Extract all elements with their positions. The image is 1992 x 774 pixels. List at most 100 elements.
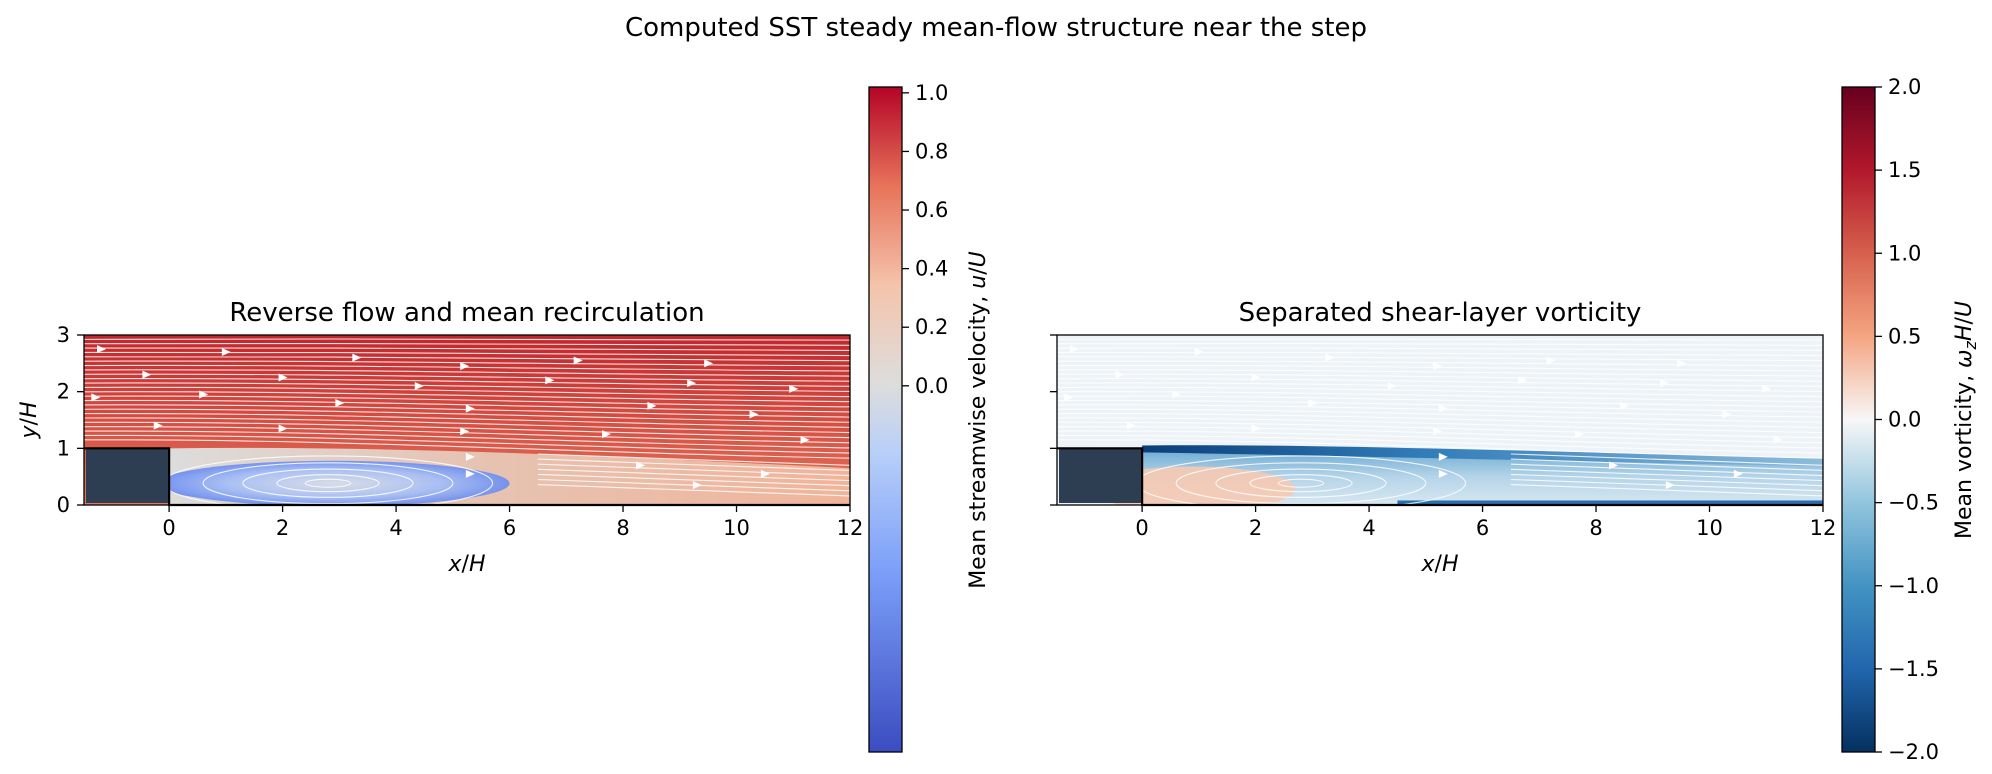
recirculation-loop	[1249, 474, 1353, 493]
streamline	[1510, 458, 1823, 471]
x-tick-label: 10	[1696, 516, 1723, 540]
streamline	[84, 421, 850, 439]
streamline	[1510, 463, 1823, 477]
streamline	[1057, 426, 1823, 444]
recirculation-loop	[276, 474, 380, 493]
streamline-arrow	[142, 370, 152, 379]
x-tick-label: 6	[1476, 516, 1489, 540]
field-layer	[1057, 335, 1823, 505]
colorbar-tick-label: 0.0	[1888, 408, 1921, 432]
shear-layer	[1142, 445, 1823, 467]
streamline	[1057, 439, 1823, 459]
streamline	[1057, 356, 1823, 362]
streamline	[1057, 342, 1823, 346]
streamline-arrow	[1762, 384, 1772, 393]
streamline	[84, 395, 850, 408]
colorbar-tick-label: 1.0	[915, 81, 948, 105]
colorbar-tick-label: 0.5	[1888, 324, 1921, 348]
streamline	[84, 412, 850, 428]
colorbar-label: Mean vorticity, ωzH/U	[1952, 301, 1980, 539]
streamline	[1057, 399, 1823, 413]
figure-title: Computed SST steady mean-flow structure …	[625, 13, 1367, 43]
streamline	[537, 473, 850, 487]
streamline-arrow	[1518, 376, 1528, 385]
x-tick-label: 12	[837, 516, 864, 540]
x-tick-label: 8	[616, 516, 629, 540]
streamline-arrow	[636, 461, 646, 470]
streamline-arrow	[1387, 382, 1397, 390]
colorbar-tick-label: 0.2	[915, 315, 948, 339]
axes-frame	[1056, 334, 1824, 506]
recirculation-loop	[242, 468, 414, 498]
streamline	[1510, 478, 1823, 492]
streamline	[1057, 351, 1823, 357]
field-layer	[84, 335, 850, 505]
streamline	[84, 369, 850, 377]
streamline-arrow	[1194, 348, 1204, 356]
streamline	[84, 386, 850, 398]
streamline	[1057, 338, 1823, 341]
colorbar-tick-label: −1.5	[1888, 657, 1939, 681]
streamline	[84, 360, 850, 367]
streamline-arrow	[1677, 359, 1687, 368]
panel-vorticity: 0 2 4 6 8 10 12 Separated shear-layer vorticity…	[1050, 298, 1836, 577]
streamline	[537, 468, 850, 482]
colorbar-tick-label: 1.5	[1888, 158, 1921, 182]
streamline-arrow	[1064, 393, 1074, 402]
streamline	[84, 347, 850, 351]
streamline	[1057, 378, 1823, 387]
streamline-arrow	[545, 376, 555, 385]
streamline	[84, 430, 850, 449]
streamline-arrow	[153, 421, 163, 430]
streamline-arrow	[1665, 481, 1675, 490]
streamline	[537, 484, 850, 497]
streamline	[84, 351, 850, 357]
streamline-arrow	[460, 427, 470, 436]
colorbar-vorticity: −2.0 −1.5 −1.0 −0.5 0.0 0.5 1.0 1.5 2.0 Mean vort…	[1841, 75, 1980, 764]
streamline	[1057, 404, 1823, 418]
streamline	[537, 478, 850, 492]
streamline-arrow	[352, 353, 362, 362]
streamline-arrow	[414, 382, 424, 390]
streamline-arrow	[687, 379, 697, 388]
streamline-arrow	[1126, 421, 1136, 430]
colorbar-tick-label: −2.0	[1888, 740, 1939, 764]
streamline	[84, 378, 850, 387]
streamline	[84, 408, 850, 423]
streamline	[84, 364, 850, 372]
x-tick-label: 0	[162, 516, 175, 540]
streamlines	[1057, 338, 1823, 505]
streamline	[1057, 421, 1823, 439]
streamline-arrow	[789, 384, 799, 393]
streamline-arrow	[1773, 435, 1783, 444]
colorbar-tick-label: −0.5	[1888, 491, 1939, 515]
colorbar-tick-label: 0.0	[915, 374, 948, 398]
x-axis-label: x/H	[1421, 552, 1459, 577]
streamline	[1057, 408, 1823, 423]
streamline-arrow	[1575, 430, 1585, 439]
streamline-arrow	[704, 359, 714, 368]
streamline-arrow	[465, 404, 475, 413]
x-tick-label: 2	[276, 516, 289, 540]
streamline-arrow	[1438, 404, 1448, 413]
streamline-arrow	[1251, 373, 1261, 382]
streamline-arrow	[1546, 356, 1556, 365]
recirculation-loop	[304, 478, 352, 488]
recirculation-loop	[1175, 462, 1427, 505]
streamline	[537, 453, 850, 466]
streamline-arrows	[1064, 345, 1783, 490]
recirculation-loop	[1277, 478, 1325, 488]
colorbar-velocity: 0.0 0.2 0.4 0.6 0.8 1.0 Mean streamwise veloci…	[868, 81, 991, 753]
streamline	[1057, 391, 1823, 403]
streamline-arrow	[1733, 469, 1743, 478]
streamline	[84, 439, 850, 459]
streamline	[84, 404, 850, 418]
panel-title: Reverse flow and mean recirculation	[229, 298, 704, 328]
streamline-arrow	[647, 401, 657, 410]
streamline-arrow	[278, 373, 288, 382]
streamline	[1057, 412, 1823, 428]
streamline-arrows	[91, 345, 810, 490]
streamline-arrow	[465, 469, 475, 478]
colorbar-tick-label: 0.8	[915, 139, 948, 163]
